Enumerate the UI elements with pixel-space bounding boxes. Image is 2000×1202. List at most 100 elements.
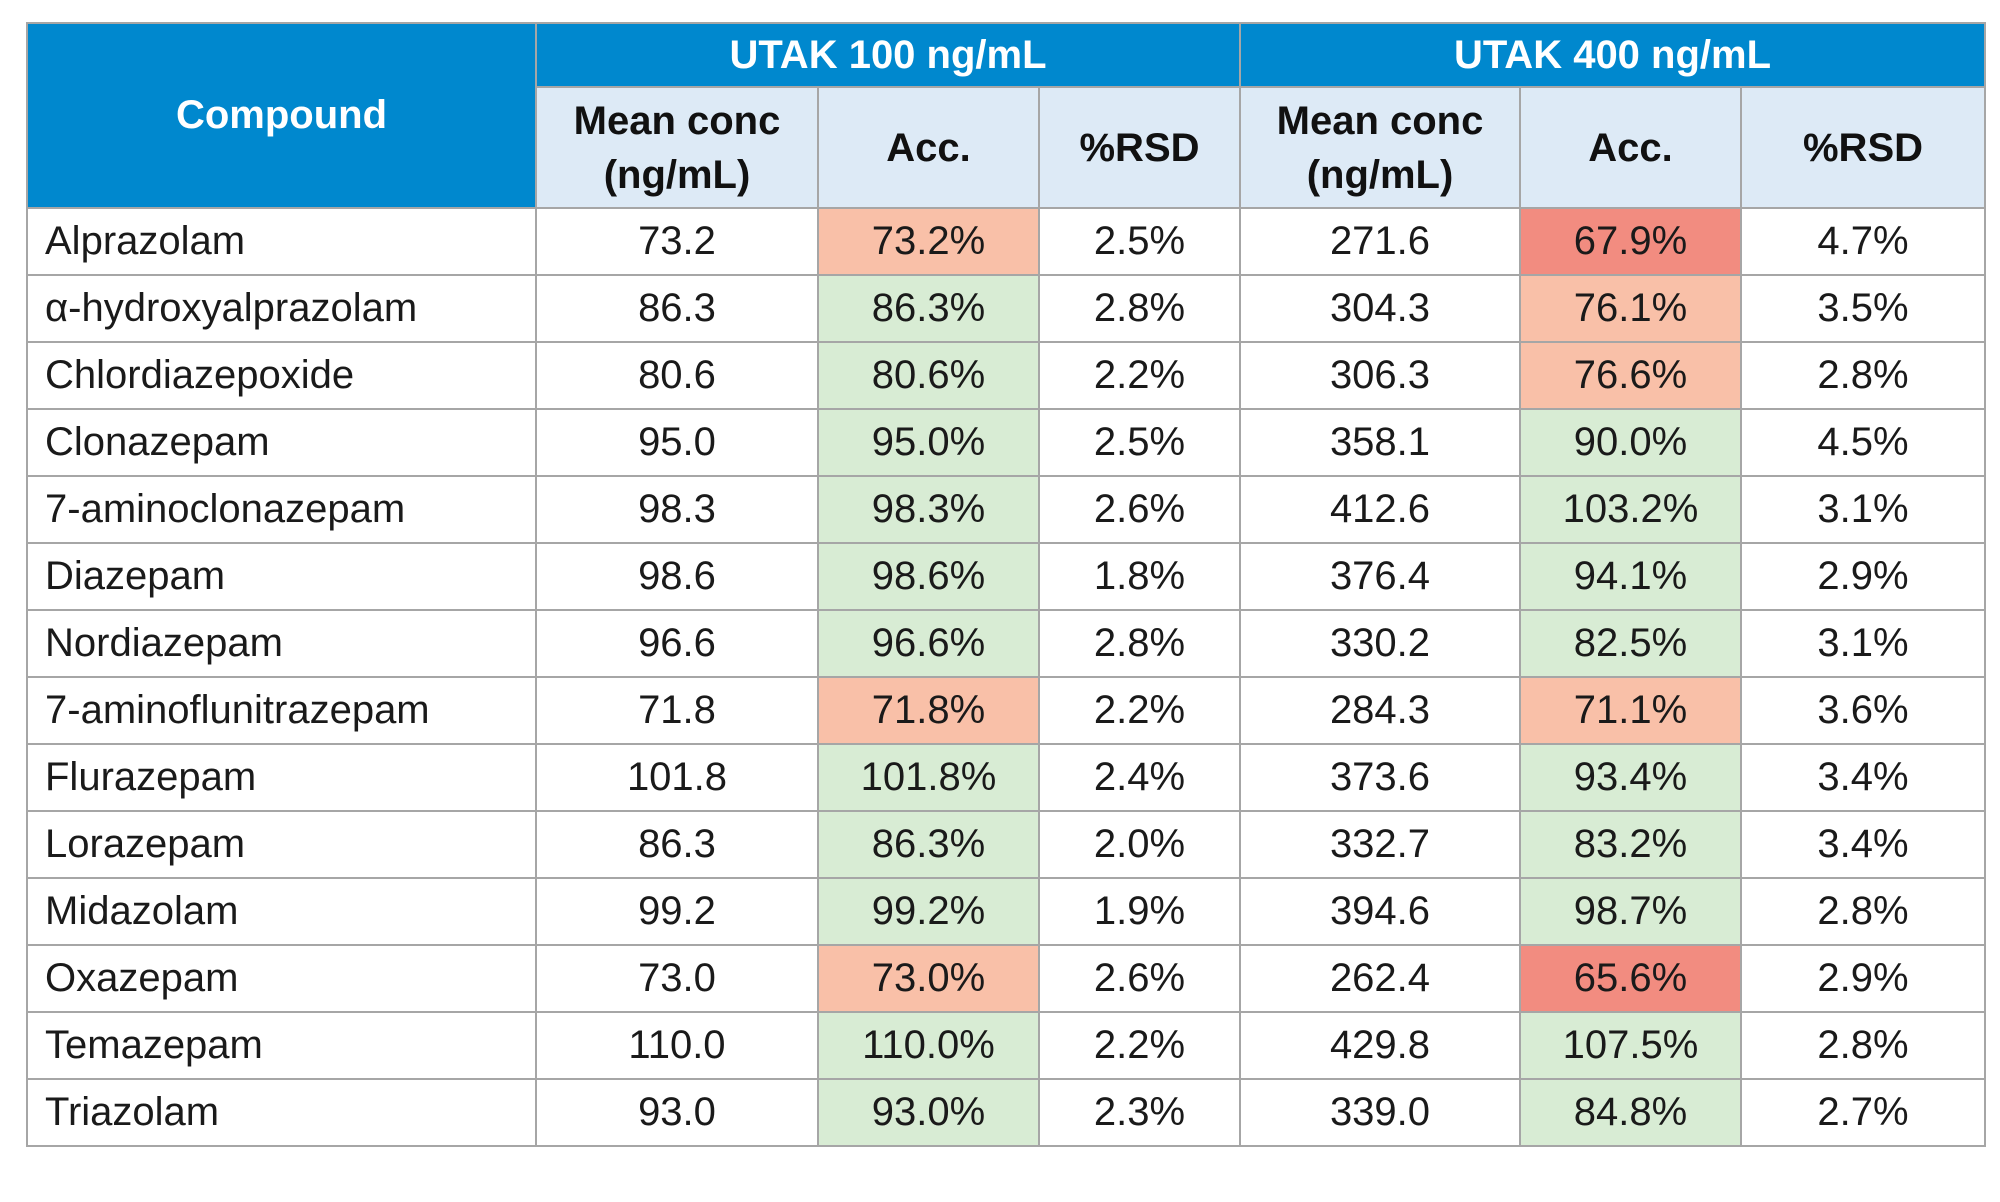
rsd-400-cell: 2.9% [1740, 542, 1986, 611]
acc-400-cell: 82.5% [1519, 609, 1742, 678]
table-row: 7-aminoflunitrazepam 71.8 71.8% 2.2% 284.3 71… [26, 676, 1986, 745]
rsd-100-cell: 1.9% [1038, 877, 1241, 946]
mean-conc-100-cell: 99.2 [535, 877, 819, 946]
acc-header-400: Acc. [1519, 86, 1742, 209]
rsd-100-cell: 2.6% [1038, 475, 1241, 544]
table-row: Diazepam 98.6 98.6% 1.8% 376.4 94.1% 2.9% [26, 542, 1986, 611]
table-row: Temazepam 110.0 110.0% 2.2% 429.8 107.5% 2.8% [26, 1011, 1986, 1080]
rsd-100-cell: 2.8% [1038, 274, 1241, 343]
table-row: α-hydroxyalprazolam 86.3 86.3% 2.8% 304.3 76.… [26, 274, 1986, 343]
acc-400-cell: 83.2% [1519, 810, 1742, 879]
table-row: Alprazolam 73.2 73.2% 2.5% 271.6 67.9% 4.7% [26, 207, 1986, 276]
rsd-400-cell: 3.1% [1740, 609, 1986, 678]
mean-conc-header-100: Mean conc (ng/mL) [535, 86, 819, 209]
rsd-400-cell: 2.8% [1740, 877, 1986, 946]
compound-cell: Nordiazepam [26, 609, 537, 678]
mean-conc-400-cell: 373.6 [1239, 743, 1521, 812]
mean-conc-header-line1: Mean conc [573, 98, 781, 143]
results-table: Compound UTAK 100 ng/mL UTAK 400 ng/mL M… [26, 22, 1986, 1147]
acc-100-cell: 86.3% [817, 810, 1040, 879]
mean-conc-100-cell: 98.6 [535, 542, 819, 611]
compound-cell: α-hydroxyalprazolam [26, 274, 537, 343]
table-row: Flurazepam 101.8 101.8% 2.4% 373.6 93.4% 3.4% [26, 743, 1986, 812]
mean-conc-400-cell: 330.2 [1239, 609, 1521, 678]
mean-conc-400-cell: 332.7 [1239, 810, 1521, 879]
table-row: 7-aminoclonazepam 98.3 98.3% 2.6% 412.6 103.2… [26, 475, 1986, 544]
rsd-100-cell: 2.3% [1038, 1078, 1241, 1147]
acc-400-cell: 65.6% [1519, 944, 1742, 1013]
acc-100-cell: 86.3% [817, 274, 1040, 343]
table-row: Oxazepam 73.0 73.0% 2.6% 262.4 65.6% 2.9% [26, 944, 1986, 1013]
mean-conc-100-cell: 80.6 [535, 341, 819, 410]
acc-header-100: Acc. [817, 86, 1040, 209]
acc-400-cell: 76.6% [1519, 341, 1742, 410]
acc-400-cell: 76.1% [1519, 274, 1742, 343]
compound-header: Compound [26, 22, 537, 209]
acc-100-cell: 99.2% [817, 877, 1040, 946]
compound-cell: 7-aminoclonazepam [26, 475, 537, 544]
acc-100-cell: 73.2% [817, 207, 1040, 276]
mean-conc-400-cell: 412.6 [1239, 475, 1521, 544]
rsd-100-cell: 2.5% [1038, 207, 1241, 276]
acc-100-cell: 93.0% [817, 1078, 1040, 1147]
rsd-header-100: %RSD [1038, 86, 1241, 209]
acc-400-cell: 90.0% [1519, 408, 1742, 477]
rsd-100-cell: 2.8% [1038, 609, 1241, 678]
compound-cell: Temazepam [26, 1011, 537, 1080]
acc-100-cell: 80.6% [817, 341, 1040, 410]
compound-cell: Chlordiazepoxide [26, 341, 537, 410]
acc-100-cell: 95.0% [817, 408, 1040, 477]
mean-conc-header-line2: (ng/mL) [1306, 152, 1454, 197]
group-header-utak-400: UTAK 400 ng/mL [1239, 22, 1986, 88]
compound-cell: Flurazepam [26, 743, 537, 812]
acc-100-cell: 96.6% [817, 609, 1040, 678]
table-row: Triazolam 93.0 93.0% 2.3% 339.0 84.8% 2.7% [26, 1078, 1986, 1147]
mean-conc-100-cell: 86.3 [535, 810, 819, 879]
rsd-400-cell: 4.5% [1740, 408, 1986, 477]
acc-100-cell: 98.3% [817, 475, 1040, 544]
acc-400-cell: 71.1% [1519, 676, 1742, 745]
rsd-100-cell: 2.2% [1038, 341, 1241, 410]
rsd-100-cell: 2.0% [1038, 810, 1241, 879]
rsd-400-cell: 3.1% [1740, 475, 1986, 544]
rsd-400-cell: 3.4% [1740, 810, 1986, 879]
acc-400-cell: 103.2% [1519, 475, 1742, 544]
table-row: Chlordiazepoxide 80.6 80.6% 2.2% 306.3 76.6% 2… [26, 341, 1986, 410]
compound-cell: Clonazepam [26, 408, 537, 477]
table-row: Midazolam 99.2 99.2% 1.9% 394.6 98.7% 2.8% [26, 877, 1986, 946]
rsd-header-400: %RSD [1740, 86, 1986, 209]
mean-conc-100-cell: 86.3 [535, 274, 819, 343]
mean-conc-100-cell: 95.0 [535, 408, 819, 477]
acc-100-cell: 73.0% [817, 944, 1040, 1013]
mean-conc-100-cell: 101.8 [535, 743, 819, 812]
compound-cell: 7-aminoflunitrazepam [26, 676, 537, 745]
acc-400-cell: 107.5% [1519, 1011, 1742, 1080]
table-row: Clonazepam 95.0 95.0% 2.5% 358.1 90.0% 4.5% [26, 408, 1986, 477]
table-row: Lorazepam 86.3 86.3% 2.0% 332.7 83.2% 3.4% [26, 810, 1986, 879]
rsd-100-cell: 2.4% [1038, 743, 1241, 812]
acc-400-cell: 84.8% [1519, 1078, 1742, 1147]
group-header-utak-100: UTAK 100 ng/mL [535, 22, 1241, 88]
mean-conc-100-cell: 98.3 [535, 475, 819, 544]
mean-conc-400-cell: 358.1 [1239, 408, 1521, 477]
rsd-100-cell: 2.2% [1038, 676, 1241, 745]
acc-400-cell: 98.7% [1519, 877, 1742, 946]
rsd-400-cell: 2.9% [1740, 944, 1986, 1013]
mean-conc-400-cell: 304.3 [1239, 274, 1521, 343]
rsd-400-cell: 3.4% [1740, 743, 1986, 812]
compound-cell: Oxazepam [26, 944, 537, 1013]
mean-conc-100-cell: 73.0 [535, 944, 819, 1013]
mean-conc-400-cell: 271.6 [1239, 207, 1521, 276]
mean-conc-100-cell: 71.8 [535, 676, 819, 745]
compound-cell: Midazolam [26, 877, 537, 946]
acc-100-cell: 110.0% [817, 1011, 1040, 1080]
acc-100-cell: 101.8% [817, 743, 1040, 812]
acc-100-cell: 98.6% [817, 542, 1040, 611]
acc-400-cell: 67.9% [1519, 207, 1742, 276]
mean-conc-header-line1: Mean conc [1276, 98, 1484, 143]
table-body: Alprazolam 73.2 73.2% 2.5% 271.6 67.9% 4.7% α-h… [26, 207, 1986, 1147]
table-row: Nordiazepam 96.6 96.6% 2.8% 330.2 82.5% 3.1% [26, 609, 1986, 678]
compound-cell: Alprazolam [26, 207, 537, 276]
rsd-100-cell: 2.6% [1038, 944, 1241, 1013]
mean-conc-100-cell: 93.0 [535, 1078, 819, 1147]
